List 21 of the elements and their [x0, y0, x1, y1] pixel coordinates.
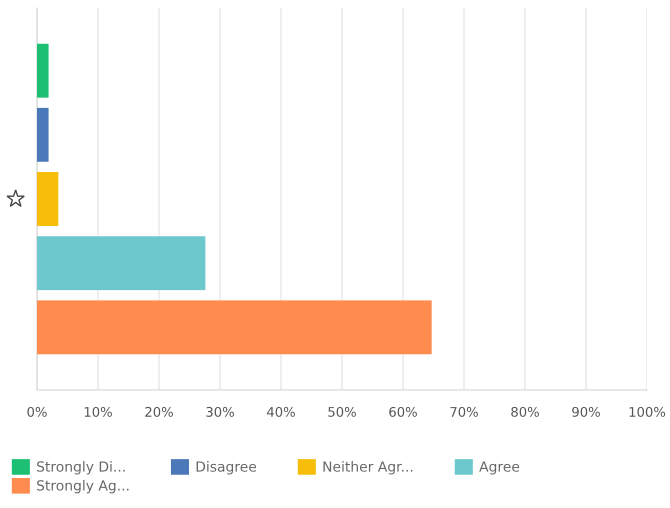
- x-tick-label: 60%: [389, 406, 417, 417]
- x-tick-label: 80%: [511, 406, 539, 417]
- legend-label: Agree: [479, 461, 520, 474]
- legend-label: Neither Agr...: [323, 461, 412, 474]
- x-tick-label: 50%: [328, 406, 356, 417]
- bar: [37, 236, 206, 290]
- bar: [37, 44, 49, 98]
- bar: [37, 172, 58, 226]
- x-tick-label: 40%: [266, 406, 295, 417]
- x-tick-label: 70%: [450, 406, 478, 417]
- bar: [37, 300, 432, 354]
- bar: [37, 108, 49, 162]
- legend-label: Disagree: [196, 461, 256, 474]
- x-tick-label: 100%: [630, 406, 666, 417]
- legend-label: Strongly Ag...: [37, 480, 128, 494]
- x-tick-label: 90%: [572, 406, 600, 417]
- x-tick-label: 10%: [84, 406, 112, 417]
- x-tick-label: 30%: [206, 406, 234, 417]
- x-tick-label: 0%: [27, 406, 47, 417]
- x-tick-label: 20%: [145, 406, 173, 417]
- legend-label: Strongly Di...: [37, 461, 125, 474]
